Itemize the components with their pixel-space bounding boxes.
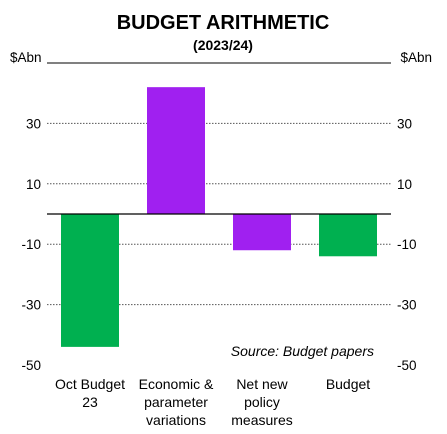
y-axis-unit-right: $Abn [400,50,432,65]
y-tick-label-left: 10 [26,177,41,192]
y-tick-label-left: 30 [26,116,41,131]
y-tick-label-right: -50 [397,358,417,373]
y-tick-label-right: 10 [397,177,412,192]
bar [147,87,205,214]
y-tick-label-right: -10 [397,237,417,252]
y-tick-label-right: -30 [397,298,417,313]
category-label: Oct Budget 23 [55,376,125,410]
chart-subtitle: (2023/24) [193,37,253,53]
source-note: Source: Budget papers [231,343,374,359]
y-tick-label-left: -50 [21,358,41,373]
y-tick-label-left: -10 [21,237,41,252]
y-tick-label-left: -30 [21,298,41,313]
category-label: Budget [326,376,370,392]
chart-title: BUDGET ARITHMETIC [117,12,330,34]
bar [61,214,119,347]
bar [319,214,377,257]
bar [233,214,291,251]
category-label: Economic & parameter variations [139,376,214,428]
y-tick-label-right: 30 [397,116,412,131]
y-axis-unit-left: $Abn [10,50,42,65]
category-label: Net new policy measures [231,376,292,428]
